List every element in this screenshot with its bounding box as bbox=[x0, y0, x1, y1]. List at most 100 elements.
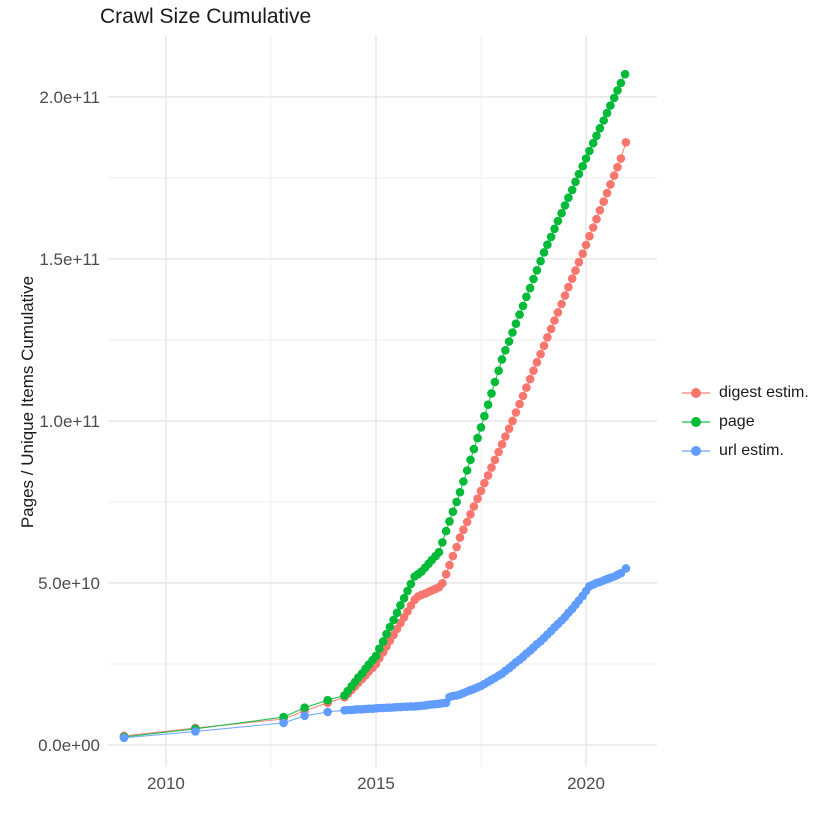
data-point-digest-estim bbox=[613, 162, 622, 172]
data-point-page bbox=[543, 240, 552, 249]
data-point-page bbox=[455, 487, 465, 497]
data-point-url-estim bbox=[119, 733, 129, 743]
data-point-page bbox=[403, 586, 412, 596]
data-point-page bbox=[494, 366, 503, 376]
data-point-digest-estim bbox=[462, 517, 472, 527]
data-point-page bbox=[571, 177, 580, 187]
data-point-digest-estim bbox=[553, 308, 563, 317]
data-point-page bbox=[438, 538, 447, 547]
data-point-page bbox=[392, 608, 402, 618]
data-point-digest-estim bbox=[445, 560, 454, 570]
data-point-digest-estim bbox=[469, 502, 479, 511]
data-point-digest-estim bbox=[567, 274, 577, 284]
data-point-page bbox=[599, 116, 608, 125]
data-point-digest-estim bbox=[557, 299, 566, 309]
data-point-digest-estim bbox=[448, 551, 458, 561]
data-point-page bbox=[459, 477, 468, 486]
data-point-page bbox=[609, 93, 619, 103]
data-point-digest-estim bbox=[609, 171, 619, 180]
data-point-page bbox=[557, 208, 566, 218]
data-point-digest-estim bbox=[595, 206, 605, 215]
data-point-digest-estim bbox=[585, 231, 594, 241]
data-point-page bbox=[567, 185, 577, 195]
data-point-digest-estim bbox=[438, 579, 447, 588]
data-point-digest-estim bbox=[578, 249, 587, 258]
data-point-digest-estim bbox=[501, 432, 510, 441]
data-point-url-estim bbox=[300, 711, 309, 721]
y-tick-label-2.0e+11: 2.0e+11 bbox=[39, 88, 100, 107]
data-point-digest-estim bbox=[473, 494, 482, 504]
data-point-page bbox=[581, 154, 591, 163]
data-point-digest-estim bbox=[543, 333, 552, 342]
data-point-page bbox=[602, 108, 612, 118]
data-point-page bbox=[462, 466, 472, 475]
y-tick-label-1.5e+11: 1.5e+11 bbox=[39, 250, 100, 269]
data-point-page bbox=[434, 547, 444, 557]
data-point-page bbox=[389, 615, 398, 625]
data-point-digest-estim bbox=[518, 391, 528, 401]
data-point-digest-estim bbox=[571, 266, 580, 275]
series-line-digest-estim bbox=[123, 142, 627, 737]
page-title: Crawl Size Cumulative bbox=[100, 5, 312, 28]
x-tick-label-2010: 2010 bbox=[147, 774, 185, 793]
data-point-page bbox=[536, 256, 545, 266]
data-point-digest-estim bbox=[487, 463, 496, 472]
data-point-digest-estim bbox=[606, 180, 615, 189]
data-point-page bbox=[406, 579, 416, 589]
data-point-page bbox=[483, 400, 493, 410]
data-point-page bbox=[550, 224, 559, 234]
legend-label-page: page bbox=[719, 412, 755, 430]
data-point-digest-estim bbox=[459, 525, 468, 535]
data-point-page bbox=[441, 526, 451, 536]
data-point-page bbox=[466, 455, 475, 465]
data-point-digest-estim bbox=[452, 542, 461, 552]
data-point-digest-estim bbox=[581, 240, 591, 250]
data-point-page bbox=[473, 433, 482, 443]
data-point-page bbox=[448, 507, 458, 516]
data-point-digest-estim bbox=[539, 341, 549, 351]
data-point-digest-estim bbox=[592, 214, 601, 224]
y-tick-label-0.0e+00: 0.0e+00 bbox=[38, 736, 100, 755]
data-point-page bbox=[574, 169, 584, 179]
x-tick-label-2020: 2020 bbox=[567, 774, 605, 793]
data-point-page bbox=[595, 124, 605, 133]
data-point-url-estim bbox=[621, 564, 631, 573]
data-point-url-estim bbox=[191, 727, 200, 736]
data-point-page bbox=[518, 301, 528, 311]
data-point-page bbox=[323, 695, 333, 705]
data-point-digest-estim bbox=[621, 138, 631, 147]
data-point-page bbox=[504, 337, 514, 346]
data-point-page bbox=[480, 411, 489, 421]
data-point-page bbox=[300, 703, 309, 712]
data-point-page bbox=[620, 69, 630, 79]
data-point-page bbox=[375, 644, 384, 653]
data-point-digest-estim bbox=[525, 374, 535, 384]
data-point-page bbox=[564, 193, 573, 202]
data-point-digest-estim bbox=[536, 349, 545, 359]
legend: digest estim. page url estim. bbox=[681, 378, 809, 465]
data-point-page bbox=[613, 86, 622, 95]
y-tick-label-1.0e+11: 1.0e+11 bbox=[39, 412, 100, 431]
data-point-digest-estim bbox=[560, 291, 570, 300]
data-point-digest-estim bbox=[466, 510, 475, 519]
data-point-page bbox=[553, 216, 563, 226]
data-point-digest-estim bbox=[602, 188, 612, 198]
legend-key-digest-icon bbox=[682, 387, 710, 398]
data-point-page bbox=[476, 423, 486, 432]
data-point-digest-estim bbox=[546, 324, 556, 334]
legend-label-url-estim: url estim. bbox=[719, 441, 784, 459]
data-point-page bbox=[588, 138, 598, 148]
y-tick-label-5.0e+10: 5.0e+10 bbox=[38, 574, 100, 593]
data-point-digest-estim bbox=[504, 424, 514, 434]
data-point-page bbox=[487, 389, 496, 398]
data-point-page bbox=[385, 622, 395, 632]
data-point-page bbox=[616, 78, 626, 88]
data-point-page bbox=[497, 355, 507, 364]
legend-item-url-estim: url estim. bbox=[681, 436, 809, 465]
data-point-page bbox=[546, 232, 556, 242]
legend-key-page-icon bbox=[682, 416, 710, 427]
data-point-page bbox=[508, 328, 517, 337]
data-point-digest-estim bbox=[476, 486, 486, 496]
data-point-digest-estim bbox=[494, 447, 503, 457]
